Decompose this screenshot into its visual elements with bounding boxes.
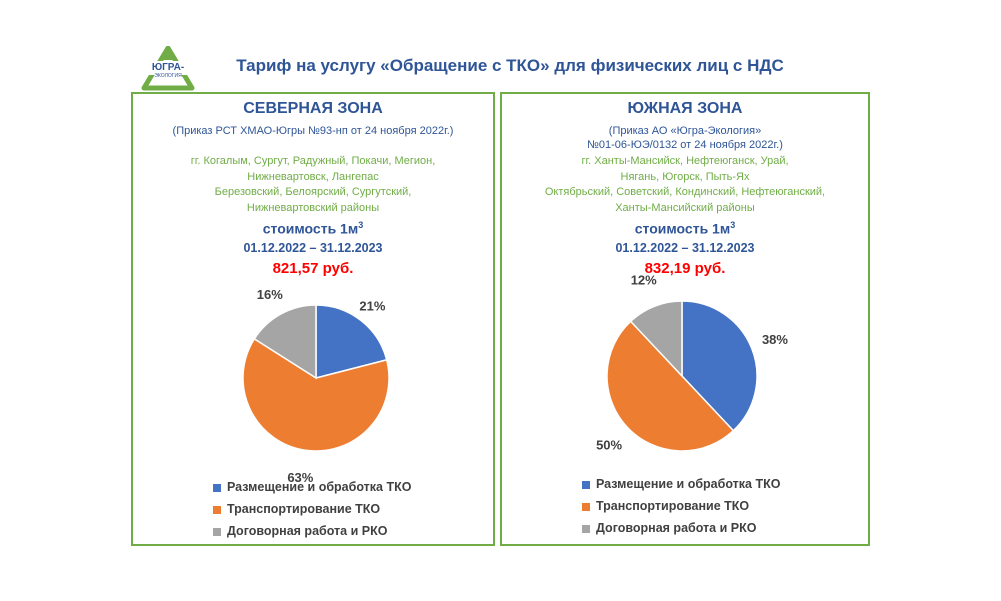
order-text: (Приказ АО «Югра-Экология» №01-06-ЮЭ/013…	[502, 124, 868, 152]
cities-line: гг. Ханты-Мансийск, Нефтеюганск, Урай,	[581, 155, 789, 167]
cities-line: Березовский, Белоярский, Сургутский,	[214, 186, 412, 198]
legend-swatch	[582, 525, 590, 533]
tariff-price: 832,19 руб.	[644, 260, 726, 277]
pie-data-label: 38%	[762, 332, 788, 347]
pie-data-label: 50%	[596, 437, 622, 452]
zone-title: ЮЖНАЯ ЗОНА	[627, 100, 743, 117]
cities-line: Нижневартовский районы	[246, 201, 380, 214]
cities-text: гг. Когалым, Сургут, Радужный, Покачи, М…	[133, 154, 493, 216]
zone-title: СЕВЕРНАЯ ЗОНА	[243, 100, 383, 117]
order-line: (Приказ АО «Югра-Экология»	[608, 125, 762, 137]
legend-swatch	[213, 528, 221, 536]
cities-line: Октябрьский, Советский, Кондинский, Нефт…	[544, 186, 826, 198]
order-text: (Приказ РСТ ХМАО-Югры №93-нп от 24 ноябр…	[133, 124, 493, 138]
legend-swatch	[213, 484, 221, 492]
cities-line: Нижневартовск, Лангепас	[247, 170, 379, 183]
legend-swatch	[582, 481, 590, 489]
pie-gray-slice	[629, 300, 683, 378]
pie-blue-slice	[315, 304, 388, 379]
svg-text:ЭКОЛОГИЯ: ЭКОЛОГИЯ	[154, 73, 182, 79]
cost-label: стоимость 1м3	[634, 220, 736, 237]
north-zone-panel: СЕВЕРНАЯ ЗОНА (Приказ РСТ ХМАО-Югры №93-…	[131, 92, 495, 546]
pie-orange-slice	[606, 320, 735, 452]
south-pie-chart: 38% 50% 12%	[596, 272, 788, 452]
legend-swatch	[582, 503, 590, 511]
south-zone-panel: ЮЖНАЯ ЗОНА (Приказ АО «Югра-Экология» №0…	[500, 92, 870, 546]
pie-orange-slice	[242, 337, 390, 452]
tariff-price: 821,57 руб.	[272, 260, 354, 277]
north-pie-chart: 21% 63% 16%	[242, 287, 390, 485]
tariff-dates: 01.12.2022 – 31.12.2023	[243, 241, 383, 255]
yugra-ecology-logo: ЮГРА- ЭКОЛОГИЯ	[141, 46, 195, 91]
pie-data-label: 21%	[359, 298, 385, 313]
cost-label: стоимость 1м3	[262, 220, 364, 237]
cities-line: гг. Когалым, Сургут, Радужный, Покачи, М…	[190, 155, 436, 167]
tariff-dates: 01.12.2022 – 31.12.2023	[615, 241, 755, 255]
pie-data-label: 63%	[287, 470, 313, 485]
order-line: (Приказ РСТ ХМАО-Югры №93-нп от 24 ноябр…	[172, 125, 454, 137]
legend-swatch	[213, 506, 221, 514]
order-line: №01-06-ЮЭ/0132 от 24 ноября 2022г.)	[587, 139, 783, 151]
cities-line: Нягань, Югорск, Пыть-Ях	[620, 170, 750, 183]
pie-blue-slice	[681, 300, 758, 432]
svg-text:ЮГРА-: ЮГРА-	[152, 62, 184, 73]
pie-data-label: 16%	[257, 287, 283, 302]
pie-data-label: 12%	[631, 272, 657, 287]
pie-gray-slice	[253, 304, 317, 380]
cities-text: гг. Ханты-Мансийск, Нефтеюганск, Урай, Н…	[502, 154, 868, 216]
cities-line: Ханты-Мансийский районы	[615, 201, 755, 214]
page-title: Тариф на услугу «Обращение с ТКО» для фи…	[236, 56, 784, 75]
